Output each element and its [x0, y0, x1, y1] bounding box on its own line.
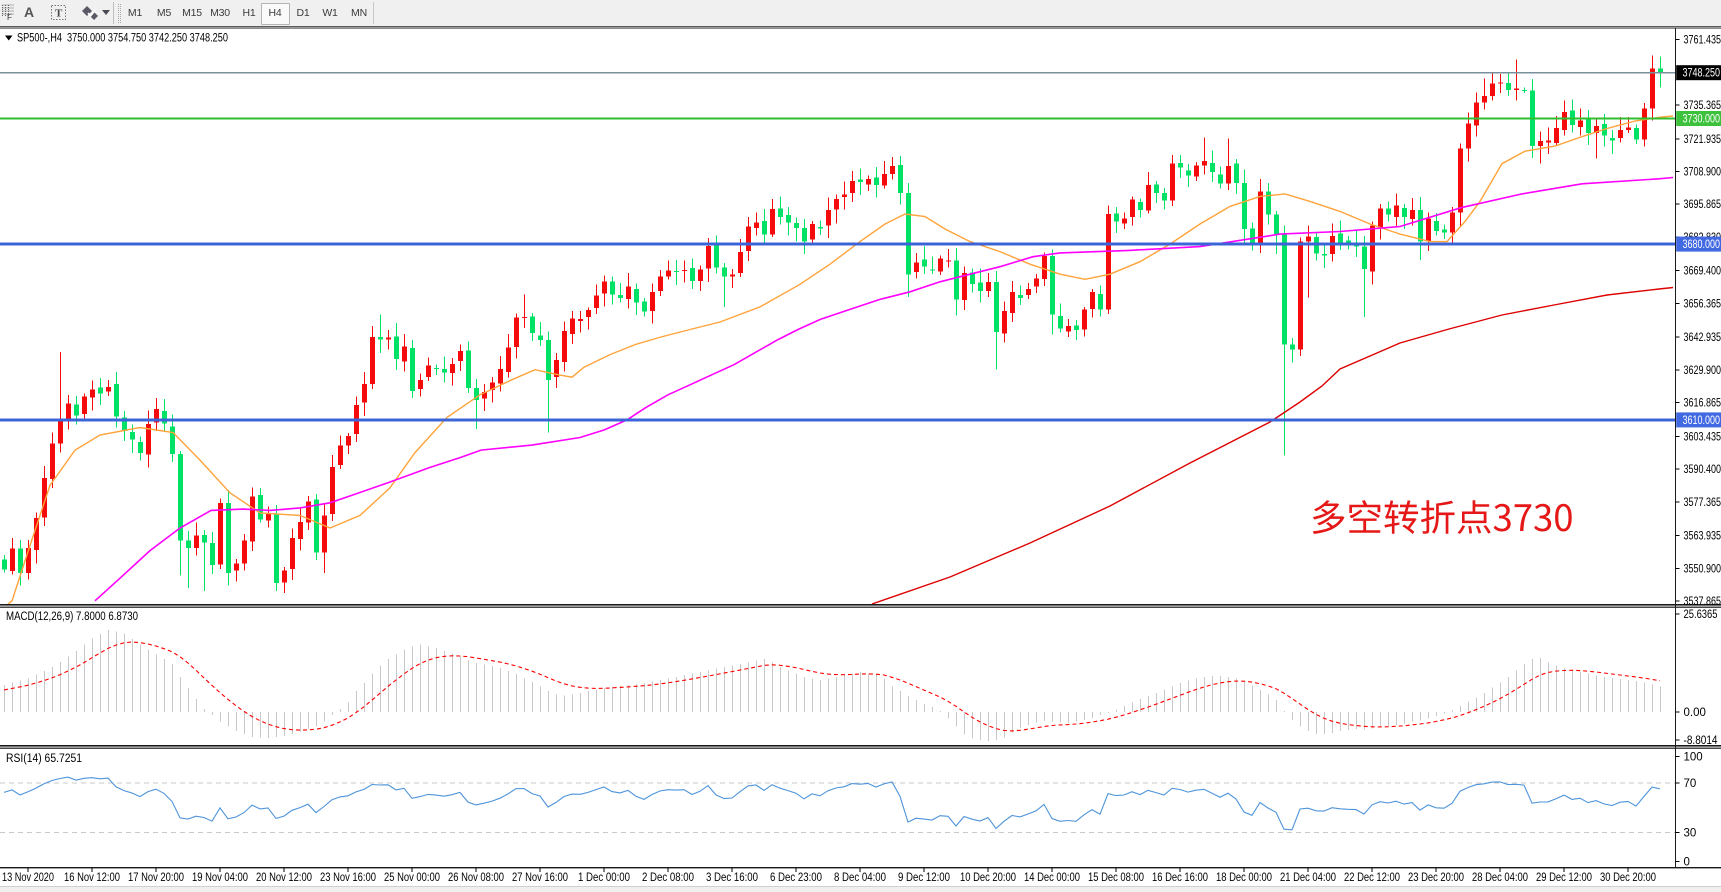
- svg-text:3735.365: 3735.365: [1684, 100, 1721, 112]
- svg-text:3656.365: 3656.365: [1684, 299, 1721, 311]
- svg-text:SP500-,H4 3750.000 3754.750 3: SP500-,H4 3750.000 3754.750 3742.250 374…: [17, 33, 228, 45]
- svg-text:0.00: 0.00: [1684, 707, 1706, 719]
- svg-text:3590.400: 3590.400: [1684, 464, 1721, 476]
- svg-text:3577.365: 3577.365: [1684, 497, 1721, 509]
- svg-text:3748.250: 3748.250: [1683, 68, 1721, 80]
- svg-text:3708.900: 3708.900: [1684, 167, 1721, 179]
- svg-text:16 Nov 12:00: 16 Nov 12:00: [64, 872, 120, 884]
- svg-text:8 Dec 04:00: 8 Dec 04:00: [834, 872, 886, 884]
- svg-text:17 Nov 20:00: 17 Nov 20:00: [128, 872, 184, 884]
- svg-text:0: 0: [1684, 857, 1690, 869]
- svg-text:MACD(12,26,9) 7.8000 6.8730: MACD(12,26,9) 7.8000 6.8730: [6, 611, 138, 623]
- svg-text:21 Dec 04:00: 21 Dec 04:00: [1280, 872, 1336, 884]
- svg-text:13 Nov 2020: 13 Nov 2020: [2, 872, 54, 884]
- svg-text:100: 100: [1684, 752, 1703, 764]
- svg-text:3616.865: 3616.865: [1684, 398, 1721, 410]
- svg-text:3629.900: 3629.900: [1684, 365, 1721, 377]
- svg-text:25.6365: 25.6365: [1684, 609, 1718, 621]
- svg-text:20 Nov 12:00: 20 Nov 12:00: [256, 872, 312, 884]
- svg-text:23 Nov 16:00: 23 Nov 16:00: [320, 872, 376, 884]
- svg-text:3680.000: 3680.000: [1683, 239, 1721, 251]
- svg-text:25 Nov 00:00: 25 Nov 00:00: [384, 872, 440, 884]
- svg-text:30 Dec 20:00: 30 Dec 20:00: [1600, 872, 1656, 884]
- svg-text:28 Dec 04:00: 28 Dec 04:00: [1472, 872, 1528, 884]
- svg-text:22 Dec 12:00: 22 Dec 12:00: [1344, 872, 1400, 884]
- svg-text:16 Dec 16:00: 16 Dec 16:00: [1152, 872, 1208, 884]
- svg-text:6 Dec 23:00: 6 Dec 23:00: [770, 872, 822, 884]
- svg-text:3550.900: 3550.900: [1684, 563, 1721, 575]
- svg-text:30: 30: [1684, 828, 1697, 840]
- svg-text:27 Nov 16:00: 27 Nov 16:00: [512, 872, 568, 884]
- svg-text:3603.435: 3603.435: [1684, 431, 1721, 443]
- svg-text:18 Dec 00:00: 18 Dec 00:00: [1216, 872, 1272, 884]
- svg-text:14 Dec 00:00: 14 Dec 00:00: [1024, 872, 1080, 884]
- svg-text:3642.935: 3642.935: [1684, 332, 1721, 344]
- svg-text:3669.400: 3669.400: [1684, 266, 1721, 278]
- svg-text:3721.935: 3721.935: [1684, 134, 1721, 146]
- svg-text:26 Nov 08:00: 26 Nov 08:00: [448, 872, 504, 884]
- svg-text:3610.000: 3610.000: [1683, 415, 1721, 427]
- svg-text:RSI(14) 65.7251: RSI(14) 65.7251: [6, 753, 82, 765]
- svg-text:3761.435: 3761.435: [1684, 35, 1721, 47]
- svg-text:2 Dec 08:00: 2 Dec 08:00: [642, 872, 694, 884]
- svg-text:70: 70: [1684, 778, 1697, 790]
- svg-text:1 Dec 00:00: 1 Dec 00:00: [578, 872, 630, 884]
- svg-text:3695.865: 3695.865: [1684, 199, 1721, 211]
- svg-text:23 Dec 20:00: 23 Dec 20:00: [1408, 872, 1464, 884]
- svg-text:3730.000: 3730.000: [1683, 114, 1721, 126]
- svg-text:15 Dec 08:00: 15 Dec 08:00: [1088, 872, 1144, 884]
- svg-text:3537.865: 3537.865: [1684, 596, 1721, 608]
- svg-text:10 Dec 20:00: 10 Dec 20:00: [960, 872, 1016, 884]
- svg-text:29 Dec 12:00: 29 Dec 12:00: [1536, 872, 1592, 884]
- svg-text:9 Dec 12:00: 9 Dec 12:00: [898, 872, 950, 884]
- svg-text:3563.935: 3563.935: [1684, 531, 1721, 543]
- svg-text:3 Dec 16:00: 3 Dec 16:00: [706, 872, 758, 884]
- svg-text:19 Nov 04:00: 19 Nov 04:00: [192, 872, 248, 884]
- svg-text:-8.8014: -8.8014: [1684, 735, 1719, 747]
